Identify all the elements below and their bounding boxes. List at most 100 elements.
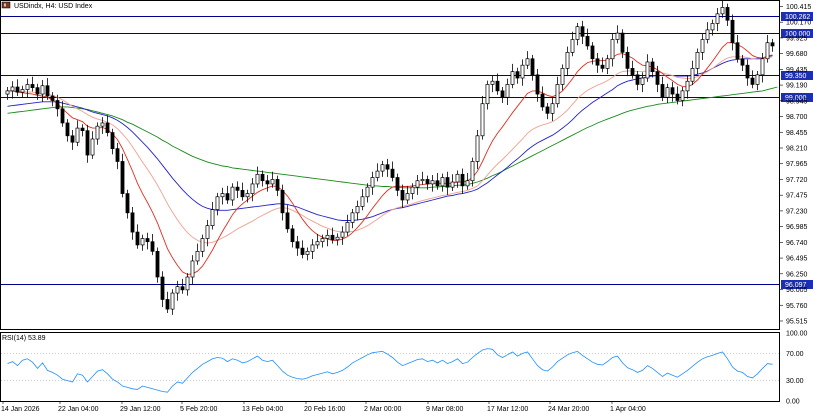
candle-body[interactable]	[525, 58, 530, 66]
candle-body[interactable]	[645, 61, 650, 79]
candle-body[interactable]	[225, 193, 230, 201]
candle-body[interactable]	[670, 87, 675, 95]
candle-body[interactable]	[230, 186, 235, 201]
candle-body[interactable]	[570, 39, 575, 53]
candle-body[interactable]	[160, 276, 165, 300]
candle-body[interactable]	[30, 84, 35, 89]
candle-body[interactable]	[315, 241, 320, 246]
candle-body[interactable]	[365, 186, 370, 198]
candle-body[interactable]	[565, 52, 570, 69]
candle-body[interactable]	[595, 58, 600, 66]
horizontal-levels[interactable]: 100.262 100.000 99.350 99.000 96.097	[1, 12, 813, 289]
candle-body[interactable]	[80, 127, 85, 132]
candle-body[interactable]	[370, 177, 375, 188]
candle-body[interactable]	[70, 135, 75, 143]
candle-body[interactable]	[435, 180, 440, 187]
candle-body[interactable]	[580, 26, 585, 37]
candle-body[interactable]	[285, 212, 290, 230]
candle-body[interactable]	[105, 122, 110, 133]
candle-body[interactable]	[415, 180, 420, 188]
candle-body[interactable]	[10, 86, 15, 92]
candle-body[interactable]	[490, 80, 495, 85]
candle-body[interactable]	[390, 168, 395, 178]
candle-body[interactable]	[445, 177, 450, 188]
candle-body[interactable]	[325, 234, 330, 239]
candle-body[interactable]	[90, 138, 95, 156]
candle-body[interactable]	[400, 190, 405, 201]
candle-body[interactable]	[500, 90, 505, 98]
candle-body[interactable]	[405, 193, 410, 201]
candle-body[interactable]	[50, 95, 55, 101]
candle-body[interactable]	[450, 181, 455, 188]
candle-body[interactable]	[110, 132, 115, 149]
candle-body[interactable]	[465, 180, 470, 187]
candle-body[interactable]	[150, 241, 155, 252]
candle-body[interactable]	[585, 35, 590, 47]
candle-body[interactable]	[690, 68, 695, 82]
candle-body[interactable]	[680, 90, 685, 101]
candle-body[interactable]	[235, 186, 240, 191]
candle-body[interactable]	[155, 250, 160, 278]
candle-body[interactable]	[510, 71, 515, 85]
candle-body[interactable]	[520, 64, 525, 79]
candle-body[interactable]	[695, 52, 700, 69]
candle-body[interactable]	[720, 7, 725, 15]
candle-body[interactable]	[710, 23, 715, 31]
candle-body[interactable]	[205, 225, 210, 239]
candle-body[interactable]	[760, 58, 765, 76]
candle-body[interactable]	[65, 122, 70, 137]
candle-body[interactable]	[115, 148, 120, 162]
candle-body[interactable]	[765, 42, 770, 60]
candle-body[interactable]	[280, 190, 285, 214]
candle-body[interactable]	[245, 193, 250, 198]
candle-body[interactable]	[355, 206, 360, 214]
symbol-icon[interactable]	[1, 1, 11, 9]
candle-body[interactable]	[210, 209, 215, 227]
candle-body[interactable]	[290, 228, 295, 243]
candle-body[interactable]	[100, 122, 105, 127]
candle-body[interactable]	[440, 177, 445, 187]
candle-body[interactable]	[410, 186, 415, 194]
candle-body[interactable]	[5, 90, 10, 95]
candle-body[interactable]	[300, 247, 305, 255]
candle-body[interactable]	[620, 32, 625, 53]
candle-body[interactable]	[330, 234, 335, 241]
candle-body[interactable]	[130, 212, 135, 233]
candle-body[interactable]	[45, 85, 50, 97]
candle-body[interactable]	[610, 39, 615, 60]
candle-body[interactable]	[250, 183, 255, 194]
candle-body[interactable]	[430, 180, 435, 185]
candle-body[interactable]	[540, 93, 545, 108]
candle-body[interactable]	[425, 179, 430, 185]
candle-body[interactable]	[305, 250, 310, 255]
candle-body[interactable]	[665, 87, 670, 98]
candle-body[interactable]	[295, 241, 300, 249]
candle-body[interactable]	[615, 32, 620, 40]
candle-body[interactable]	[310, 244, 315, 252]
candle-body[interactable]	[460, 173, 465, 187]
candles[interactable]	[5, 0, 775, 315]
candle-body[interactable]	[75, 127, 80, 143]
candle-body[interactable]	[715, 13, 720, 24]
candle-body[interactable]	[380, 164, 385, 172]
candle-body[interactable]	[35, 87, 40, 95]
candle-body[interactable]	[505, 84, 510, 98]
candle-body[interactable]	[120, 161, 125, 194]
candle-body[interactable]	[55, 100, 60, 110]
candle-body[interactable]	[185, 276, 190, 291]
candle-body[interactable]	[590, 45, 595, 60]
candle-body[interactable]	[575, 26, 580, 40]
candle-body[interactable]	[700, 39, 705, 53]
candle-body[interactable]	[640, 77, 645, 85]
candle-body[interactable]	[20, 89, 25, 93]
candle-body[interactable]	[470, 161, 475, 182]
candle-body[interactable]	[345, 222, 350, 233]
candle-body[interactable]	[750, 77, 755, 85]
candle-body[interactable]	[375, 170, 380, 178]
candle-body[interactable]	[635, 74, 640, 85]
candle-body[interactable]	[395, 177, 400, 191]
candle-body[interactable]	[485, 84, 490, 105]
candle-body[interactable]	[630, 68, 635, 76]
candle-body[interactable]	[705, 29, 710, 40]
candle-body[interactable]	[255, 173, 260, 185]
